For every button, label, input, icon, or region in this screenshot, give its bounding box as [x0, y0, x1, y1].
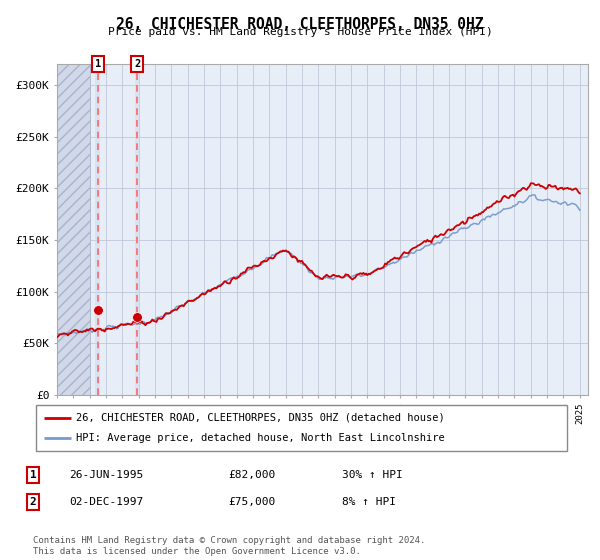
Text: 26-JUN-1995: 26-JUN-1995: [69, 470, 143, 480]
Text: 02-DEC-1997: 02-DEC-1997: [69, 497, 143, 507]
Text: Contains HM Land Registry data © Crown copyright and database right 2024.
This d: Contains HM Land Registry data © Crown c…: [33, 536, 425, 556]
Text: 26, CHICHESTER ROAD, CLEETHORPES, DN35 0HZ: 26, CHICHESTER ROAD, CLEETHORPES, DN35 0…: [116, 17, 484, 32]
Text: 8% ↑ HPI: 8% ↑ HPI: [342, 497, 396, 507]
Text: 1: 1: [29, 470, 37, 480]
Text: 2: 2: [134, 59, 140, 69]
Text: HPI: Average price, detached house, North East Lincolnshire: HPI: Average price, detached house, Nort…: [76, 433, 445, 443]
Bar: [95, 64, 100, 395]
Text: 1: 1: [95, 59, 101, 69]
Bar: [57, 64, 89, 395]
Text: 30% ↑ HPI: 30% ↑ HPI: [342, 470, 403, 480]
Text: £75,000: £75,000: [228, 497, 275, 507]
Text: 2: 2: [29, 497, 37, 507]
Text: Price paid vs. HM Land Registry's House Price Index (HPI): Price paid vs. HM Land Registry's House …: [107, 27, 493, 37]
Text: 26, CHICHESTER ROAD, CLEETHORPES, DN35 0HZ (detached house): 26, CHICHESTER ROAD, CLEETHORPES, DN35 0…: [76, 413, 445, 423]
Bar: [135, 64, 140, 395]
Text: £82,000: £82,000: [228, 470, 275, 480]
